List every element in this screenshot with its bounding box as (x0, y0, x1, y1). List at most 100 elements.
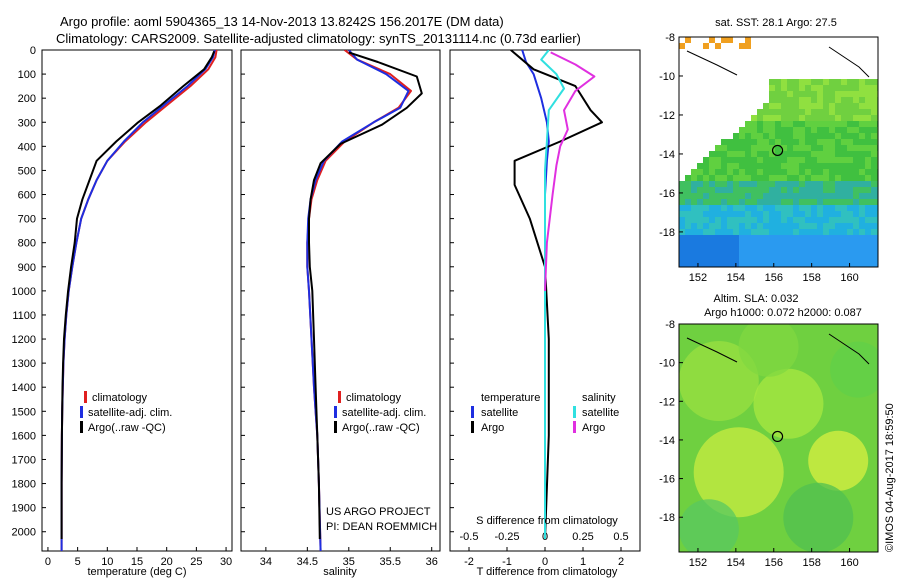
sst-cell (745, 247, 751, 253)
sst-cell (721, 193, 727, 199)
sst-cell (775, 211, 781, 217)
sst-cell (859, 175, 865, 181)
sst-cell (853, 247, 859, 253)
sst-cell (781, 229, 787, 235)
sst-cell (781, 157, 787, 163)
sst-cell (685, 205, 691, 211)
sst-cell (835, 229, 841, 235)
sst-cell (829, 241, 835, 247)
sst-cell (865, 235, 871, 241)
sst-cell (751, 211, 757, 217)
sst-cell (847, 133, 853, 139)
sst-cell (847, 181, 853, 187)
sst-cell (775, 259, 781, 265)
sst-cell (727, 187, 733, 193)
sst-cell (715, 175, 721, 181)
sst-cell (679, 235, 685, 241)
sst-cell (757, 241, 763, 247)
sst-cell (799, 163, 805, 169)
sst-cell (871, 79, 877, 85)
sst-cell (799, 235, 805, 241)
sst-cell (721, 187, 727, 193)
sst-cell (679, 241, 685, 247)
sst-cell (841, 205, 847, 211)
sst-cell (811, 103, 817, 109)
sst-cell (733, 235, 739, 241)
sst-cell (751, 121, 757, 127)
sst-cell (709, 223, 715, 229)
sst-cell (697, 223, 703, 229)
sla-anomaly-blob (753, 368, 824, 439)
x-tick-label: 2 (618, 556, 624, 568)
sst-cell (817, 181, 823, 187)
sst-cell (775, 127, 781, 133)
map-x-tick-label: 154 (727, 557, 745, 569)
sst-cell (691, 259, 697, 265)
sst-cell (817, 163, 823, 169)
depth-tick-label: 200 (18, 93, 36, 105)
sst-cell (781, 127, 787, 133)
sst-cell (859, 121, 865, 127)
sst-cell (763, 175, 769, 181)
sst-cell (829, 109, 835, 115)
sst-cell (775, 223, 781, 229)
sst-cell (733, 169, 739, 175)
sst-cell (727, 169, 733, 175)
sst-cell (781, 235, 787, 241)
sst-cell (841, 259, 847, 265)
sst-cell (871, 169, 877, 175)
sst-cell (835, 127, 841, 133)
sst-cell (697, 229, 703, 235)
sst-cell (703, 217, 709, 223)
sst-cell (829, 139, 835, 145)
sst-cell (835, 139, 841, 145)
sst-cell (733, 259, 739, 265)
sst-cell (865, 217, 871, 223)
sst-cell (775, 139, 781, 145)
depth-tick-label: 1400 (12, 382, 36, 394)
sst-cell (691, 241, 697, 247)
float-position-marker (771, 144, 784, 157)
sst-cell (751, 151, 757, 157)
x-tick-label: 35.5 (380, 556, 401, 568)
sst-cell (829, 205, 835, 211)
sst-cell (757, 145, 763, 151)
sst-cell (847, 151, 853, 157)
sst-cell (793, 79, 799, 85)
sst-cell (829, 85, 835, 91)
sst-cell (739, 199, 745, 205)
map-x-tick-label: 154 (727, 272, 745, 284)
sst-cell (859, 199, 865, 205)
sst-cell (823, 199, 829, 205)
sst-cell (775, 229, 781, 235)
sst-cell (721, 145, 727, 151)
sla-map-ticks: 152 154 156 158 160 -8 -10 -12 -14 -16 -18 (659, 319, 859, 569)
temperature-legend: climatology satellite-adj. clim. Argo(..… (80, 391, 172, 434)
legend-label-t-satellite: satellite (481, 407, 518, 419)
sst-cell (703, 193, 709, 199)
sst-cell (679, 253, 685, 259)
sst-cell (709, 181, 715, 187)
sst-cell (757, 175, 763, 181)
sst-cell (823, 175, 829, 181)
sst-cell (841, 139, 847, 145)
sst-cell (847, 157, 853, 163)
sst-cell (835, 217, 841, 223)
sst-cell (763, 247, 769, 253)
sst-cell (769, 265, 775, 267)
sst-cell (817, 259, 823, 265)
sst-cell (763, 163, 769, 169)
sst-cell (853, 259, 859, 265)
sst-cell (745, 259, 751, 265)
temperature-xlabel: temperature (deg C) (87, 566, 186, 578)
x-tick-label: 35 (343, 556, 355, 568)
sst-cell (865, 91, 871, 97)
x-tick-label: 36 (426, 556, 438, 568)
series-line-climatology (306, 50, 412, 551)
sst-cell (823, 205, 829, 211)
sst-cell (811, 133, 817, 139)
sst-cell (769, 151, 775, 157)
sst-cell (805, 199, 811, 205)
salinity-panel-frame (240, 49, 441, 552)
sst-cell (823, 241, 829, 247)
